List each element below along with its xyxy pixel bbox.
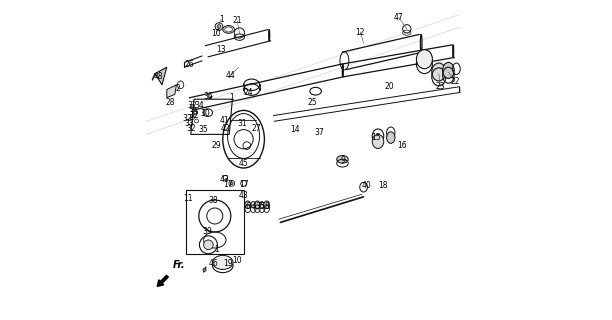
Text: 16: 16 [397, 141, 407, 150]
Text: 41: 41 [220, 116, 230, 124]
Circle shape [231, 182, 233, 185]
Ellipse shape [372, 134, 384, 148]
Circle shape [203, 268, 206, 271]
Text: 5: 5 [259, 202, 264, 211]
Text: 20: 20 [384, 82, 394, 91]
Text: 44: 44 [226, 71, 236, 80]
Text: 43: 43 [220, 175, 230, 184]
Ellipse shape [255, 201, 260, 209]
Ellipse shape [212, 255, 233, 269]
Text: 9: 9 [340, 156, 345, 164]
Text: 14: 14 [290, 125, 300, 134]
Circle shape [217, 25, 221, 28]
Text: 15: 15 [371, 133, 381, 142]
Ellipse shape [442, 62, 454, 78]
Text: 23: 23 [436, 82, 445, 91]
Text: 35: 35 [198, 125, 208, 134]
Text: 38: 38 [209, 196, 218, 204]
Text: 12: 12 [356, 28, 365, 36]
Polygon shape [167, 85, 176, 98]
Text: 25: 25 [308, 98, 317, 107]
Text: 1: 1 [219, 15, 223, 24]
Text: 28: 28 [165, 98, 175, 107]
Text: 2: 2 [176, 84, 181, 92]
Text: 30: 30 [200, 109, 210, 118]
Text: 17: 17 [239, 180, 248, 188]
Text: 33: 33 [188, 108, 198, 116]
Text: 47: 47 [394, 13, 404, 22]
Text: 6: 6 [245, 202, 250, 211]
Text: 43: 43 [239, 191, 248, 200]
Text: 10: 10 [212, 29, 221, 38]
Text: 32: 32 [187, 101, 196, 110]
Text: 24: 24 [244, 88, 253, 97]
Text: 32: 32 [183, 114, 192, 123]
Text: 34: 34 [194, 101, 204, 110]
Text: 1: 1 [230, 93, 234, 102]
Text: 11: 11 [183, 194, 192, 203]
Text: 13: 13 [217, 45, 226, 54]
Ellipse shape [416, 50, 433, 69]
Polygon shape [155, 67, 167, 85]
Text: 46: 46 [208, 260, 218, 268]
FancyArrow shape [157, 275, 168, 286]
Ellipse shape [337, 156, 348, 163]
Text: 17: 17 [223, 180, 233, 188]
Text: 10: 10 [233, 256, 242, 265]
Text: 8: 8 [264, 202, 269, 211]
Text: 1: 1 [214, 245, 218, 254]
Circle shape [204, 240, 213, 250]
Text: Fr.: Fr. [173, 260, 185, 270]
Text: 32: 32 [190, 111, 200, 120]
Text: 29: 29 [212, 141, 221, 150]
Text: 22: 22 [450, 77, 460, 86]
Text: 36: 36 [204, 92, 213, 100]
Text: 21: 21 [233, 16, 242, 25]
Text: 4: 4 [252, 202, 256, 211]
Ellipse shape [387, 132, 395, 143]
Ellipse shape [245, 201, 251, 209]
Text: 39: 39 [202, 228, 212, 236]
Text: 26: 26 [184, 60, 194, 68]
Text: 19: 19 [223, 260, 233, 268]
Ellipse shape [264, 201, 269, 209]
Ellipse shape [431, 63, 446, 81]
Text: 27: 27 [252, 124, 261, 132]
Text: 42: 42 [220, 124, 230, 132]
Text: 37: 37 [314, 128, 324, 137]
Text: 31: 31 [237, 119, 247, 128]
Text: 45: 45 [239, 159, 248, 168]
Text: 33: 33 [184, 119, 194, 128]
Text: 3: 3 [256, 202, 261, 211]
Text: 40: 40 [362, 181, 371, 190]
Text: 48: 48 [154, 72, 163, 81]
Text: 32: 32 [186, 124, 196, 132]
Text: 18: 18 [378, 181, 387, 190]
